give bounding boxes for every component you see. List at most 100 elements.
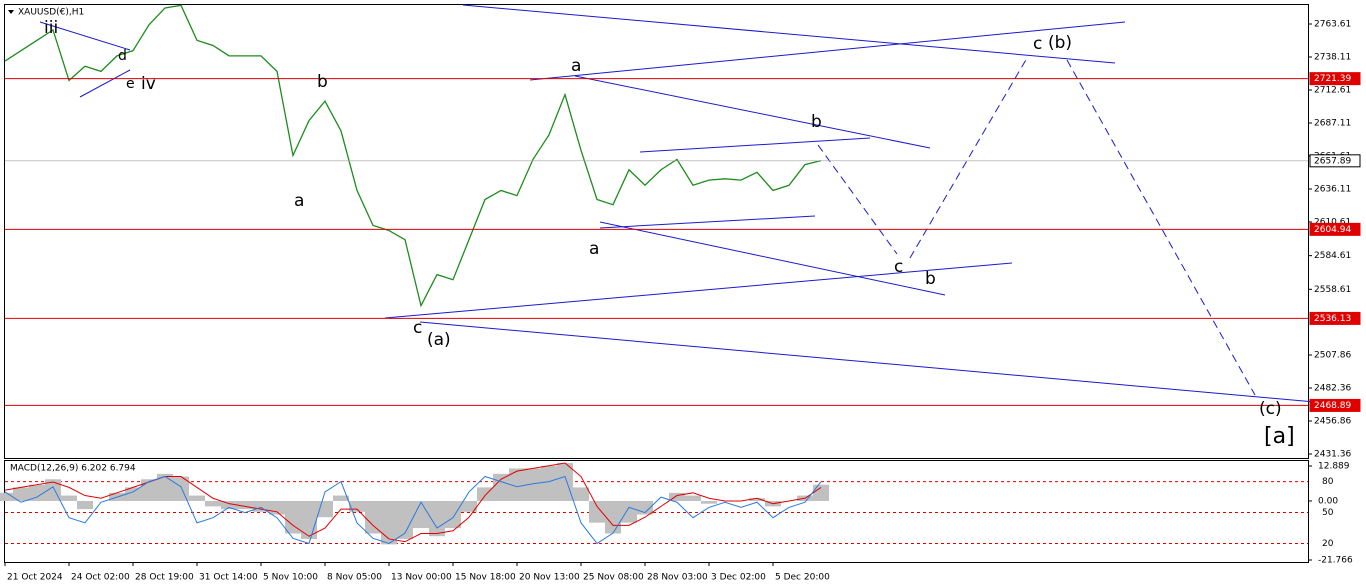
histogram-bar	[669, 492, 685, 501]
y-tick-label: 0.00	[1318, 496, 1338, 506]
trend-line	[639, 137, 871, 153]
level-label-box	[1309, 72, 1361, 86]
histogram-bar	[141, 479, 157, 501]
wave-label: (b)	[1048, 33, 1072, 53]
y2-tick-label: 80	[1322, 477, 1334, 487]
y-tick-label: 2687.11	[1314, 119, 1351, 129]
histogram-bar	[269, 500, 285, 515]
wave-label: c	[894, 257, 903, 277]
histogram-bar	[701, 500, 717, 504]
trend-line	[462, 4, 1116, 64]
price-line	[4, 4, 822, 308]
y-tick-label: 2738.11	[1314, 53, 1351, 63]
histogram-bar	[541, 465, 557, 501]
wave-label: d	[118, 48, 127, 64]
x-tick-label: 13 Nov 00:00	[391, 573, 452, 583]
histogram-bar	[605, 500, 621, 534]
trend-lines	[39, 4, 1316, 403]
x-tick-label: 25 Nov 08:00	[583, 573, 644, 583]
wave-label: (c)	[1259, 399, 1282, 419]
level-label-box	[1309, 398, 1361, 412]
histogram-bar	[157, 473, 173, 501]
y-tick-label: 2482.36	[1314, 383, 1351, 393]
trend-line	[574, 75, 931, 149]
histogram-bar	[445, 500, 461, 529]
y-tick-label: 2431.36	[1314, 450, 1351, 460]
histogram-bar	[525, 468, 541, 501]
level-label-box	[1309, 222, 1361, 236]
histogram-bar	[573, 487, 589, 501]
x-tick-label: 8 Nov 05:00	[327, 573, 382, 583]
trend-line	[384, 262, 1013, 319]
main-frame	[4, 4, 1309, 459]
y-tick-label: 2610.61	[1314, 218, 1351, 228]
histogram-bar	[77, 500, 93, 510]
y-tick-label: 2584.61	[1314, 251, 1351, 261]
wave-label: b	[317, 72, 328, 92]
histogram-bar	[61, 495, 77, 501]
y-tick-label: -21.766	[1318, 556, 1353, 566]
histogram-bar	[621, 500, 637, 523]
y2-tick-label: 50	[1322, 508, 1334, 518]
histogram-bar	[749, 498, 765, 501]
histogram-bar	[397, 500, 413, 539]
price-line	[4, 462, 822, 543]
histogram-bar	[253, 500, 269, 512]
histogram-bar	[0, 492, 13, 501]
level-label: 2604.94	[1314, 225, 1351, 235]
x-tick-label: 24 Oct 02:00	[71, 573, 130, 583]
x-tick-label: 28 Nov 03:00	[647, 573, 708, 583]
histogram-bar	[413, 500, 429, 529]
wave-label: iii	[44, 18, 58, 38]
histogram-bar	[557, 462, 573, 501]
wave-label: [a]	[1264, 424, 1295, 449]
histogram-bar	[381, 500, 397, 545]
wave-label: a	[571, 56, 581, 76]
wave-label: (a)	[427, 330, 451, 350]
level-label: 2657.89	[1314, 156, 1351, 166]
level-label-box	[1309, 154, 1361, 168]
menu-arrow[interactable]	[8, 10, 14, 14]
y-tick-label: 2456.86	[1314, 416, 1351, 426]
y-tick-label: 2712.61	[1314, 86, 1351, 96]
trend-line	[529, 21, 1126, 81]
wave-label: iv	[141, 74, 156, 94]
wave-label: b	[811, 112, 822, 132]
wave-label: b	[925, 269, 936, 289]
histogram-bar	[285, 500, 301, 534]
x-tick-label: 28 Oct 19:00	[135, 573, 194, 583]
histogram-bar	[685, 495, 701, 501]
y-tick-label: 2558.61	[1314, 285, 1351, 295]
macd-title: MACD(12,26,9) 6.202 6.794	[10, 464, 136, 474]
trend-line	[79, 69, 131, 98]
histogram-bar	[493, 473, 509, 501]
y-tick-label: 12.889	[1318, 461, 1350, 471]
macd-frame	[4, 460, 1309, 563]
wave-label: a	[294, 191, 304, 211]
level-label-box	[1309, 311, 1361, 325]
y-tick-label: 2763.61	[1314, 19, 1351, 29]
x-tick-label: 3 Dec 02:00	[711, 573, 766, 583]
histogram-bar	[189, 495, 205, 501]
chart-title: XAUUSD(€),H1	[18, 8, 84, 18]
histogram-bar	[221, 500, 237, 510]
wave-label: e	[126, 76, 135, 92]
wave-label: a	[589, 239, 599, 259]
wave-label: c	[413, 318, 422, 338]
histogram-bar	[589, 500, 605, 523]
x-tick-label: 31 Oct 14:00	[199, 573, 258, 583]
projection-line	[817, 144, 898, 255]
histogram-bar	[13, 487, 29, 501]
level-label: 2468.89	[1314, 401, 1351, 411]
wave-label: c	[1033, 34, 1042, 54]
histogram-bar	[461, 500, 477, 512]
trend-line	[599, 215, 816, 229]
histogram-bar	[125, 487, 141, 501]
histogram-bar	[237, 500, 253, 510]
x-tick-label: 5 Dec 20:00	[775, 573, 830, 583]
x-tick-label: 20 Nov 13:00	[519, 573, 580, 583]
x-tick-label: 5 Nov 10:00	[263, 573, 318, 583]
y2-tick-label: 20	[1322, 539, 1334, 549]
